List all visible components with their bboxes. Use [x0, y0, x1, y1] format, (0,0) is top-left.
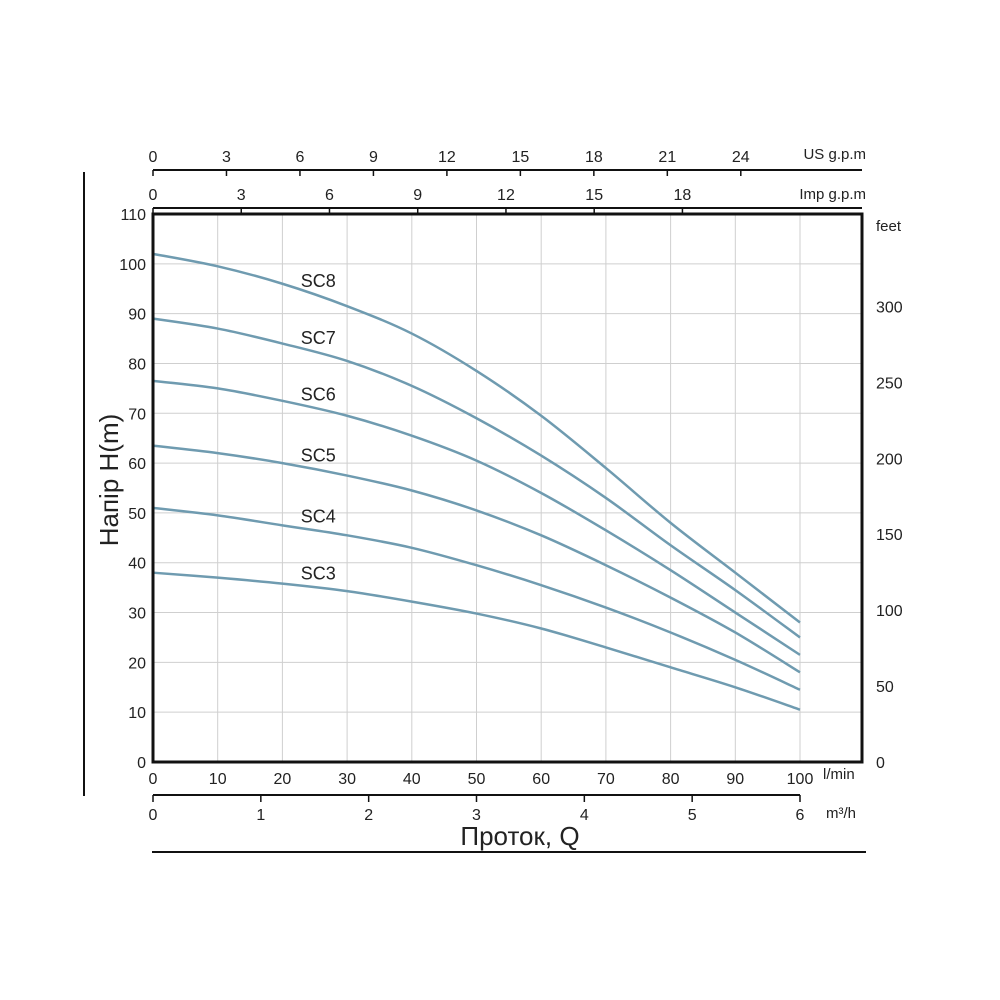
m3h-tick-label: 6: [796, 807, 805, 824]
imp-gpm-axis-ticks: 0 3 6 9 12 15 18: [149, 187, 862, 214]
curve-label-sc6: SC6: [301, 384, 336, 404]
y-tick-label: 70: [128, 406, 146, 423]
y-tick-label: 40: [128, 556, 146, 573]
m3h-tick-label: 1: [256, 807, 265, 824]
imp-gpm-unit-label: Imp g.p.m: [799, 186, 866, 203]
grid-lines: [153, 214, 862, 762]
m3h-axis-ticks: 0 1 2 3 4 5 6: [149, 794, 805, 824]
y-tick-label: 30: [128, 606, 146, 623]
x-tick-label: 40: [403, 771, 421, 788]
x-tick-label: 20: [274, 771, 292, 788]
m3h-tick-label: 4: [580, 807, 589, 824]
x-axis-label: Проток, Q: [460, 821, 579, 851]
y-tick-label: 80: [128, 356, 146, 373]
m3h-unit-label: m³/h: [826, 805, 856, 822]
y-tick-label: 110: [120, 207, 146, 224]
x-tick-label: 10: [209, 771, 227, 788]
us-gpm-tick-label: 12: [438, 149, 456, 166]
x-tick-label: 60: [532, 771, 550, 788]
curve-sc4: [152, 506, 801, 691]
x-tick-label: 70: [597, 771, 615, 788]
curve-labels: SC8 SC7 SC6 SC5 SC4 SC3: [301, 271, 336, 583]
curve-label-sc5: SC5: [301, 445, 336, 465]
y-tick-label: 60: [128, 456, 146, 473]
y-tick-label: 10: [128, 705, 146, 722]
performance-curves: [152, 252, 801, 711]
us-gpm-tick-label: 24: [732, 149, 750, 166]
feet-tick-label: 300: [876, 299, 903, 316]
us-gpm-tick-label: 21: [658, 149, 676, 166]
us-gpm-tick-label: 9: [369, 149, 378, 166]
imp-gpm-tick-label: 3: [237, 187, 246, 204]
curve-label-sc3: SC3: [301, 563, 336, 583]
us-gpm-axis-ticks: 0 3 6 9 12 15 18 21 24: [149, 149, 862, 176]
m3h-tick-label: 2: [364, 807, 373, 824]
y-tick-label: 0: [137, 755, 146, 772]
imp-gpm-tick-label: 9: [413, 187, 422, 204]
imp-gpm-tick-label: 18: [674, 187, 692, 204]
feet-tick-label: 0: [876, 755, 885, 772]
feet-tick-label: 200: [876, 451, 903, 468]
feet-tick-label: 250: [876, 375, 903, 392]
x-unit-label: l/min: [823, 766, 855, 783]
x-axis-ticks: 0 10 20 30 40 50 60 70 80 90 100: [149, 771, 814, 788]
y-tick-label: 100: [119, 257, 146, 274]
us-gpm-unit-label: US g.p.m: [803, 146, 866, 163]
curve-sc5: [152, 444, 801, 674]
y-axis-ticks: 0 10 20 30 40 50 60 70 80 90 100 110: [119, 207, 146, 772]
feet-axis-ticks: 0 50 100 150 200 250 300: [876, 299, 903, 772]
feet-tick-label: 50: [876, 679, 894, 696]
feet-tick-label: 100: [876, 603, 903, 620]
imp-gpm-tick-label: 0: [149, 187, 158, 204]
x-tick-label: 0: [149, 771, 158, 788]
m3h-tick-label: 3: [472, 807, 481, 824]
curve-sc8: [152, 252, 801, 624]
feet-unit-label: feet: [876, 218, 902, 235]
imp-gpm-tick-label: 12: [497, 187, 515, 204]
x-tick-label: 80: [662, 771, 680, 788]
x-tick-label: 90: [726, 771, 744, 788]
y-tick-label: 20: [128, 655, 146, 672]
us-gpm-tick-label: 3: [222, 149, 231, 166]
us-gpm-tick-label: 15: [511, 149, 529, 166]
curve-sc6: [152, 379, 801, 656]
plot-frame: [151, 212, 864, 764]
curve-label-sc8: SC8: [301, 271, 336, 291]
y-tick-label: 90: [128, 307, 146, 324]
curve-sc7: [152, 317, 801, 639]
us-gpm-tick-label: 0: [149, 149, 158, 166]
curve-sc3: [152, 571, 801, 711]
x-tick-label: 100: [787, 771, 814, 788]
feet-tick-label: 150: [876, 527, 903, 544]
x-tick-label: 50: [468, 771, 486, 788]
curve-label-sc7: SC7: [301, 328, 336, 348]
y-tick-label: 50: [128, 506, 146, 523]
us-gpm-tick-label: 6: [295, 149, 304, 166]
x-tick-label: 30: [338, 771, 356, 788]
imp-gpm-tick-label: 15: [585, 187, 603, 204]
m3h-tick-label: 0: [149, 807, 158, 824]
us-gpm-tick-label: 18: [585, 149, 603, 166]
y-axis-label: Напір H(m): [94, 414, 124, 547]
curve-label-sc4: SC4: [301, 506, 336, 526]
imp-gpm-tick-label: 6: [325, 187, 334, 204]
m3h-tick-label: 5: [688, 807, 697, 824]
